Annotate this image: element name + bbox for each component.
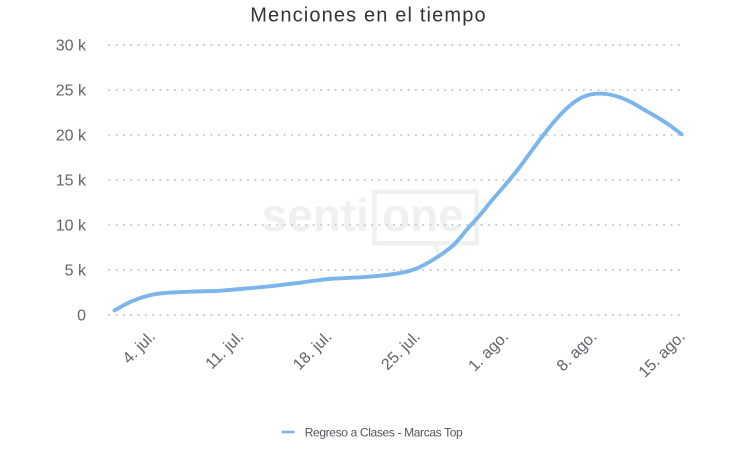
svg-text:Regreso a Clases - Marcas Top: Regreso a Clases - Marcas Top [305,425,463,439]
svg-text:25 k: 25 k [56,83,87,100]
svg-text:30 k: 30 k [56,38,87,55]
svg-text:5 k: 5 k [65,263,87,280]
svg-text:Menciones en el tiempo: Menciones en el tiempo [250,5,487,27]
svg-text:0: 0 [77,308,86,325]
svg-text:senti: senti [262,189,369,241]
svg-text:10 k: 10 k [56,218,87,235]
svg-text:15 k: 15 k [56,173,87,190]
svg-text:20 k: 20 k [56,128,87,145]
svg-text:one: one [382,189,464,241]
